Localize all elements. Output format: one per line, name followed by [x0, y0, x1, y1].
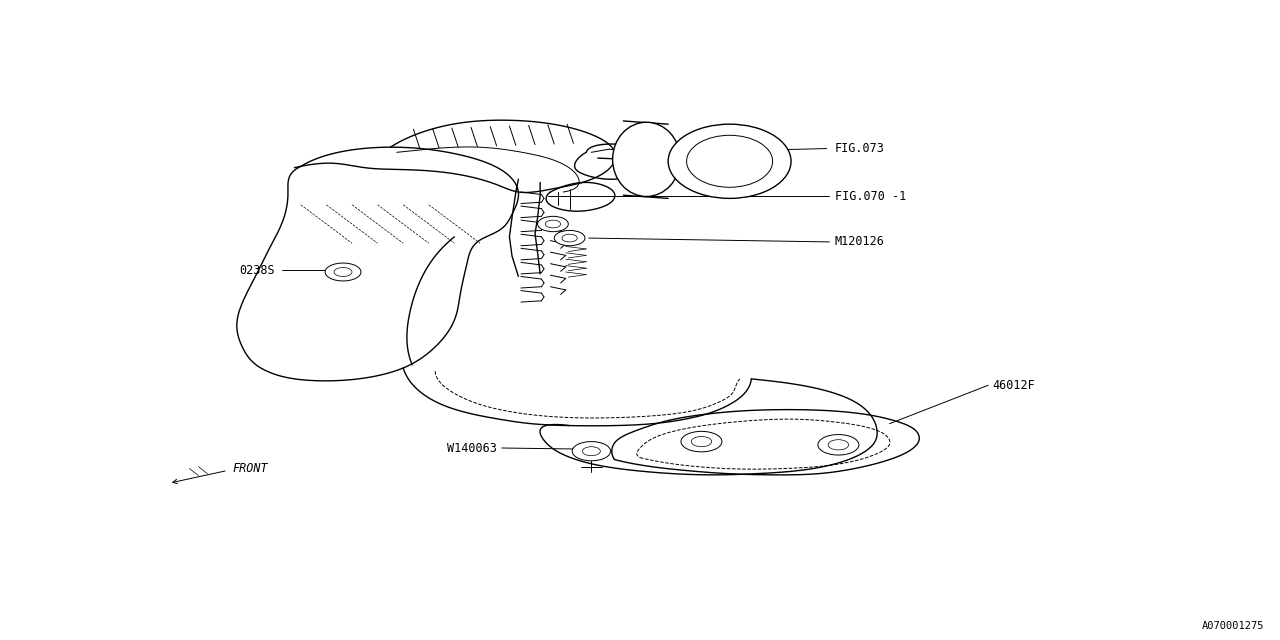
Circle shape [562, 234, 577, 242]
Circle shape [681, 431, 722, 452]
Text: A070001275: A070001275 [1202, 621, 1265, 631]
Text: 46012F: 46012F [992, 379, 1034, 392]
Circle shape [554, 230, 585, 246]
Circle shape [325, 263, 361, 281]
Circle shape [572, 442, 611, 461]
Text: FRONT: FRONT [233, 462, 269, 475]
Text: W140063: W140063 [447, 442, 497, 454]
Circle shape [828, 440, 849, 450]
Circle shape [334, 268, 352, 276]
Text: 0238S: 0238S [239, 264, 275, 276]
Circle shape [582, 447, 600, 456]
Circle shape [545, 220, 561, 228]
Circle shape [538, 216, 568, 232]
Ellipse shape [686, 135, 773, 188]
Text: M120126: M120126 [835, 236, 884, 248]
Ellipse shape [613, 122, 680, 196]
Text: FIG.070 -1: FIG.070 -1 [835, 190, 906, 203]
Circle shape [691, 436, 712, 447]
Ellipse shape [668, 124, 791, 198]
Circle shape [818, 435, 859, 455]
Text: FIG.073: FIG.073 [835, 142, 884, 155]
